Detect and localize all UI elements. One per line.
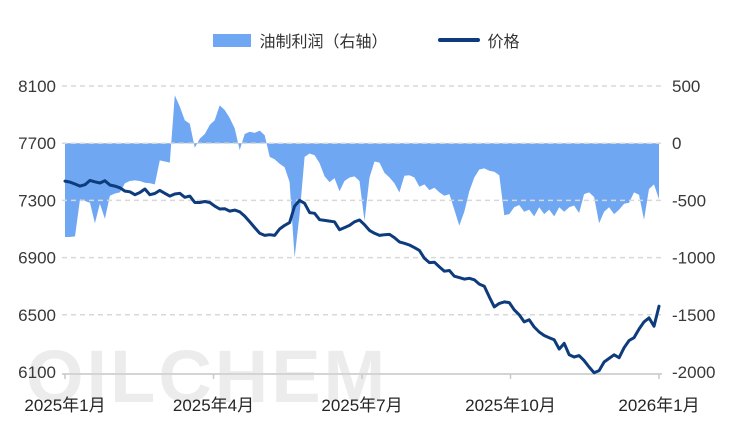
- x-axis-tick-label: 2025年7月: [321, 396, 402, 415]
- left-axis-tick-label: 7700: [18, 134, 56, 153]
- right-axis-tick-label: -1500: [672, 306, 715, 325]
- legend-label-price: 价格: [487, 34, 520, 51]
- right-axis-tick-label: 0: [672, 134, 681, 153]
- x-axis-tick-label: 2025年1月: [24, 396, 105, 415]
- x-axis-tick-label: 2025年4月: [173, 396, 254, 415]
- left-axis-tick-label: 6900: [18, 249, 56, 268]
- price-line-swatch: [437, 38, 480, 42]
- watermark: OILCHEM: [26, 335, 389, 418]
- x-axis-tick-label: 2026年1月: [618, 396, 699, 415]
- right-axis-tick-label: -1000: [672, 249, 715, 268]
- left-axis-tick-label: 8100: [18, 77, 56, 96]
- left-axis-tick-label: 7300: [18, 191, 56, 210]
- left-axis-tick-label: 6500: [18, 306, 56, 325]
- right-axis-tick-label: 500: [672, 77, 700, 96]
- profit-area-swatch: [213, 33, 252, 47]
- legend-item-price[interactable]: 价格: [437, 28, 520, 52]
- x-axis-tick-label: 2025年10月: [465, 396, 556, 415]
- right-axis-tick-label: -2000: [672, 363, 715, 382]
- price-line-series: [63, 178, 661, 375]
- left-axis-tick-label: 6100: [18, 363, 56, 382]
- right-axis-tick-label: -500: [672, 191, 706, 210]
- legend-label-profit: 油制利润（右轴）: [259, 34, 388, 51]
- profit-area-series: [65, 95, 659, 258]
- legend-item-profit[interactable]: 油制利润（右轴）: [213, 28, 388, 52]
- legend: 油制利润（右轴） 价格: [0, 28, 733, 52]
